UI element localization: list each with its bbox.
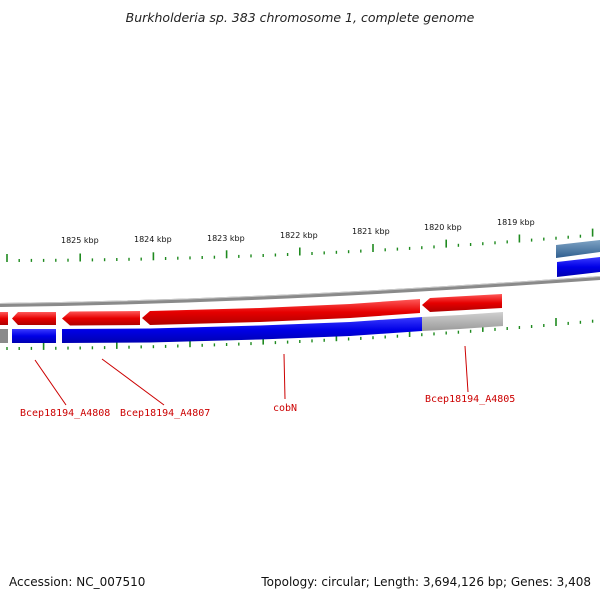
- scale-label-1821: 1821 kbp: [352, 227, 390, 236]
- gene-label-cobN: cobN: [273, 403, 297, 414]
- gene-label-A4807: Bcep18194_A4807: [120, 408, 210, 419]
- reverse-gene-right-edge: [557, 257, 600, 277]
- forward-gene-cobN: [142, 299, 420, 325]
- genome-summary-text: Topology: circular; Length: 3,694,126 bp…: [261, 575, 591, 589]
- genome-backbone-highlight: [0, 276, 600, 304]
- leader-line-cobN: [283, 353, 286, 400]
- outer-tick-marks: [6, 228, 594, 262]
- leader-line-A4805: [464, 345, 469, 393]
- scale-label-1823: 1823 kbp: [207, 234, 245, 243]
- scale-label-1820: 1820 kbp: [424, 223, 462, 232]
- scale-label-1824: 1824 kbp: [134, 235, 172, 244]
- reverse-gene-left-stub: [0, 329, 8, 343]
- accession-text: Accession: NC_007510: [9, 575, 146, 589]
- leader-line-A4807: [101, 358, 165, 406]
- gene-label-A4808: Bcep18194_A4808: [20, 408, 110, 419]
- forward-gene-A4805: [422, 294, 502, 312]
- faded-gene-block: [422, 312, 503, 331]
- genome-backbone: [0, 276, 600, 307]
- scale-label-1819: 1819 kbp: [497, 218, 535, 227]
- gene-labels: Bcep18194_A4808 Bcep18194_A4807 cobN Bce…: [20, 394, 515, 419]
- forward-gene-A4807: [62, 311, 140, 326]
- scale-label-1822: 1822 kbp: [280, 231, 318, 240]
- genome-title: Burkholderia sp. 383 chromosome 1, compl…: [125, 10, 475, 25]
- scale-labels: 1825 kbp 1824 kbp 1823 kbp 1822 kbp 1821…: [61, 218, 535, 245]
- label-leader-lines: [34, 345, 469, 406]
- forward-gene-A4808: [12, 312, 56, 325]
- feature-block-steel: [556, 240, 600, 258]
- leader-line-A4808: [34, 359, 67, 406]
- inner-tick-marks: [6, 318, 594, 350]
- forward-gene-left-stub: [0, 312, 8, 325]
- scale-label-1825: 1825 kbp: [61, 236, 99, 245]
- reverse-gene-block-1: [12, 329, 56, 343]
- gene-label-A4805: Bcep18194_A4805: [425, 394, 515, 405]
- reverse-gene-block-2: [62, 317, 422, 343]
